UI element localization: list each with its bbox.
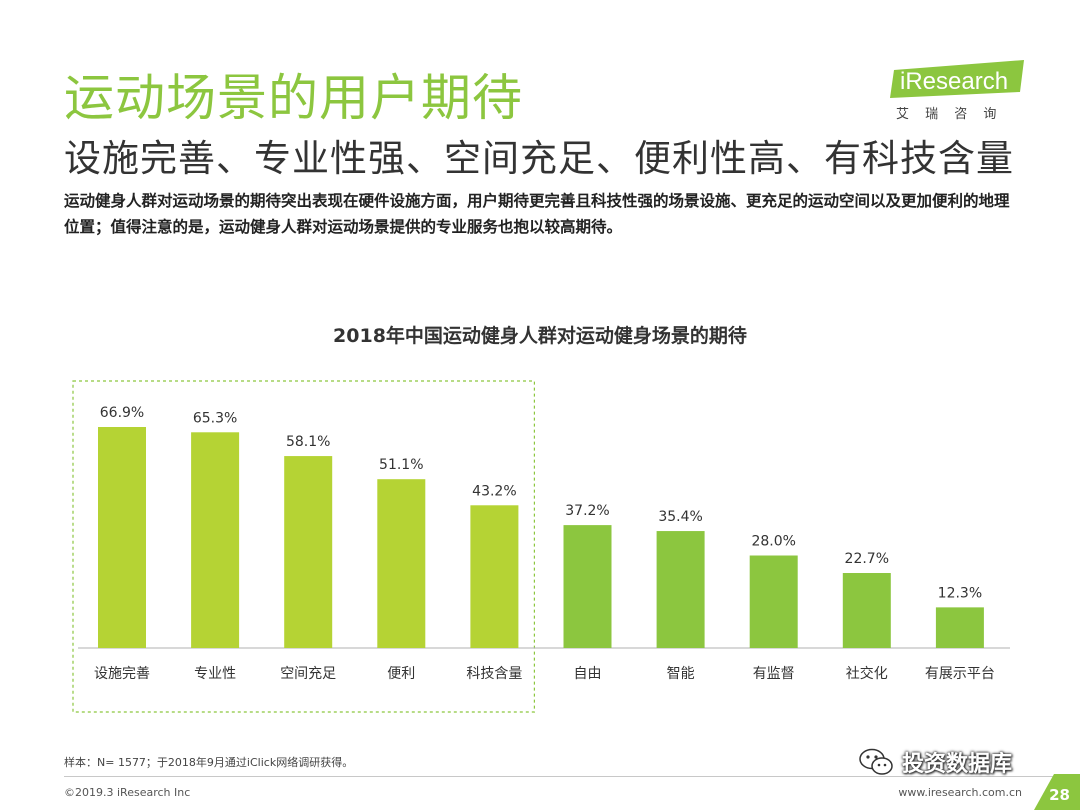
value-labels-group: 66.9% 65.3% 58.1% 51.1% 43.2% 37.2% 35.4% 28.0%… — [100, 405, 982, 601]
page-subtitle: 设施完善、专业性强、空间充足、便利性高、有科技含量 — [64, 137, 1014, 180]
bars-group — [98, 427, 984, 648]
iresearch-logo: iResearch 艾 瑞 咨 询 — [890, 60, 1024, 122]
bar-2 — [191, 432, 240, 648]
category-label-10: 有展示平台 — [925, 666, 995, 682]
value-label-10: 12.3% — [938, 585, 982, 601]
page-number: 28 — [1049, 786, 1070, 804]
chart-title: 2018年中国运动健身人群对运动健身场景的期待 — [333, 325, 747, 347]
watermark: 投资数据库 — [858, 742, 1012, 782]
bar-3 — [284, 456, 333, 648]
value-label-7: 35.4% — [658, 509, 702, 525]
highlight-box — [72, 380, 535, 713]
bar-7 — [656, 531, 705, 648]
value-label-4: 51.1% — [379, 457, 423, 473]
value-label-1: 66.9% — [100, 405, 144, 421]
category-label-4: 便利 — [387, 666, 415, 682]
value-label-6: 37.2% — [565, 503, 609, 519]
page-corner-shape — [1034, 774, 1080, 810]
value-label-9: 22.7% — [845, 551, 889, 567]
bar-8 — [749, 555, 798, 648]
bar-9 — [842, 573, 891, 648]
category-label-5: 科技含量 — [466, 666, 522, 682]
bar-4 — [377, 479, 426, 648]
category-labels-group: 设施完善 专业性 空间充足 便利 科技含量 自由 智能 有监督 社交化 有展示平台 — [94, 665, 995, 682]
category-label-6: 自由 — [574, 666, 602, 682]
bar-10 — [935, 607, 984, 648]
website-link[interactable]: www.iresearch.com.cn — [898, 786, 1022, 799]
category-label-2: 专业性 — [194, 666, 236, 682]
copyright-text: ©2019.3 iResearch Inc — [64, 786, 191, 799]
value-label-3: 58.1% — [286, 434, 330, 450]
bar-1 — [98, 427, 146, 648]
footer-divider — [64, 776, 1056, 777]
page-title: 运动场景的用户期待 — [64, 69, 523, 127]
category-label-1: 设施完善 — [94, 666, 150, 682]
value-label-8: 28.0% — [751, 534, 795, 550]
category-label-3: 空间充足 — [280, 666, 336, 682]
logo-subtext: 艾 瑞 咨 询 — [896, 107, 1002, 122]
page-description: 运动健身人群对运动场景的期待突出表现在硬件设施方面，用户期待更完善且科技性强的场… — [64, 192, 1010, 236]
category-label-7: 智能 — [667, 666, 695, 682]
logo-text: iResearch — [900, 68, 1008, 95]
value-label-2: 65.3% — [193, 410, 237, 426]
bar-chart: 66.9% 65.3% 58.1% 51.1% 43.2% 37.2% 35.4% 28.0%… — [72, 380, 1010, 713]
watermark-text: 投资数据库 — [902, 752, 1013, 777]
wechat-icon — [859, 748, 893, 775]
sample-footnote: 样本：N= 1577；于2018年9月通过iClick网络调研获得。 — [64, 756, 354, 769]
bar-6 — [563, 525, 612, 648]
category-label-8: 有监督 — [753, 666, 795, 682]
bar-5 — [470, 505, 519, 648]
category-label-9: 社交化 — [846, 665, 888, 682]
value-label-5: 43.2% — [472, 483, 516, 499]
logo-banner-shape — [890, 60, 1024, 98]
